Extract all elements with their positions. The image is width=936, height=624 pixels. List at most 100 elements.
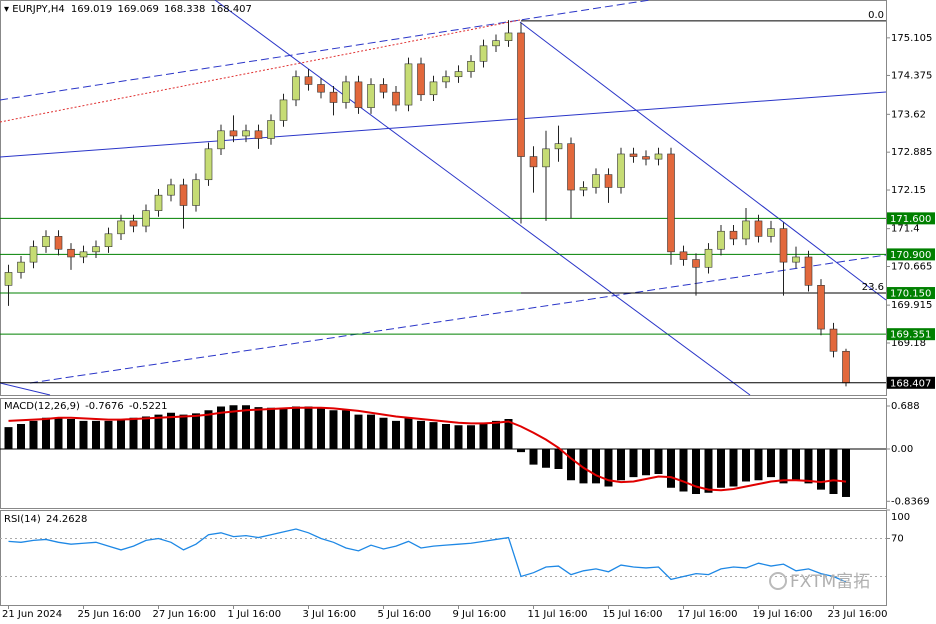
- y-tick-label: 169.18: [891, 338, 926, 349]
- macd-bar: [754, 449, 763, 481]
- candle-body: [92, 246, 100, 253]
- candle-body: [717, 230, 725, 250]
- candle-body: [329, 91, 338, 103]
- signal-last: -0.5221: [129, 401, 168, 412]
- watermark: FXTM富拓: [790, 572, 870, 592]
- macd-bar: [729, 449, 738, 487]
- candle-body: [417, 63, 425, 96]
- y-tick-label: 172.15: [891, 185, 926, 196]
- candle-body: [629, 153, 638, 157]
- candle-body: [179, 184, 188, 206]
- candle-body: [67, 248, 75, 258]
- macd-bar: [817, 449, 825, 490]
- macd-bar: [317, 407, 325, 449]
- candle-body: [592, 174, 600, 188]
- macd-bar: [379, 417, 388, 449]
- macd-bar: [142, 416, 150, 449]
- rsi-title: RSI(14): [4, 514, 41, 525]
- candle-body: [117, 220, 125, 235]
- macd-bar: [704, 449, 713, 493]
- candle-body: [292, 76, 300, 101]
- x-tick-label: 21 Jun 2024: [2, 609, 62, 620]
- candle-body: [779, 228, 788, 263]
- candle-body: [554, 143, 563, 150]
- macd-bar: [592, 449, 600, 484]
- candle-body: [379, 84, 388, 93]
- last-low: 168.338: [164, 4, 205, 15]
- macd-bar: [267, 407, 275, 449]
- y-tick-label: 0.00: [891, 444, 913, 455]
- macd-bar: [742, 449, 750, 482]
- macd-bar: [117, 419, 125, 449]
- macd-bar: [504, 419, 513, 449]
- candle-body: [354, 81, 363, 108]
- plot-layer: 175.105174.375173.62172.885172.15171.417…: [0, 10, 935, 620]
- macd-bar: [517, 449, 525, 453]
- candle-body: [104, 233, 113, 247]
- macd-bar: [392, 420, 400, 449]
- macd-bar: [629, 449, 638, 478]
- y-tick-label: 169.915: [891, 300, 932, 311]
- x-tick-label: 9 Jul 16:00: [453, 609, 507, 620]
- macd-bar: [79, 420, 88, 449]
- candle-body: [804, 256, 813, 286]
- macd-bar: [42, 417, 50, 449]
- candle-body: [479, 45, 488, 62]
- trend-line: [0, 382, 51, 396]
- candle-body: [17, 261, 25, 273]
- candle-body: [204, 148, 213, 181]
- candle-body: [704, 248, 713, 268]
- macd-bar: [292, 406, 300, 449]
- macd-bar: [129, 417, 138, 449]
- candle-body: [767, 228, 775, 237]
- level-label: 171.600: [890, 214, 931, 225]
- trend-line: [29, 254, 887, 384]
- trend-lines: [0, 0, 887, 396]
- macd-bar: [567, 449, 575, 481]
- macd-bar: [192, 413, 200, 449]
- macd-bar: [417, 420, 425, 449]
- macd-bar: [679, 449, 688, 492]
- trend-line: [0, 91, 887, 158]
- candle-body: [167, 184, 175, 196]
- macd-bar: [554, 449, 563, 469]
- candle-body: [742, 220, 750, 240]
- symbol: EURJPY,H4: [12, 4, 65, 15]
- main-frame: [0, 0, 887, 396]
- macd-bar: [254, 407, 263, 449]
- y-tick-label: 100: [891, 512, 910, 523]
- candle-body: [842, 350, 850, 384]
- macd-bar: [329, 410, 338, 449]
- macd-bar: [67, 419, 75, 449]
- macd-bar: [604, 449, 613, 487]
- macd-bar: [642, 449, 650, 476]
- rsi-last: 24.2628: [46, 514, 87, 525]
- fib-label: 23.6: [862, 282, 884, 293]
- macd-title: MACD(12,26,9): [4, 401, 80, 412]
- candle-body: [692, 259, 700, 268]
- macd-bar: [242, 405, 250, 449]
- x-tick-label: 25 Jun 16:00: [78, 609, 142, 620]
- macd-bar: [204, 410, 213, 449]
- trend-line: [214, 0, 751, 396]
- candle-body: [529, 156, 538, 168]
- candle-body: [254, 130, 263, 139]
- y-tick-label: 175.105: [891, 33, 932, 44]
- macd-bar: [654, 449, 663, 474]
- candle-body: [367, 84, 375, 108]
- candle-body: [404, 63, 413, 106]
- level-box: [887, 212, 935, 225]
- macd-bar: [467, 425, 475, 449]
- candle-body: [4, 272, 13, 286]
- candle-body: [217, 130, 225, 150]
- x-tick-label: 1 Jul 16:00: [228, 609, 282, 620]
- candle-body: [604, 174, 613, 188]
- macd-bar: [179, 414, 188, 449]
- level-box: [887, 287, 935, 300]
- macd-bar: [617, 449, 625, 481]
- candle-body: [642, 156, 650, 160]
- macd-bar: [104, 420, 113, 449]
- candle-body: [454, 71, 463, 78]
